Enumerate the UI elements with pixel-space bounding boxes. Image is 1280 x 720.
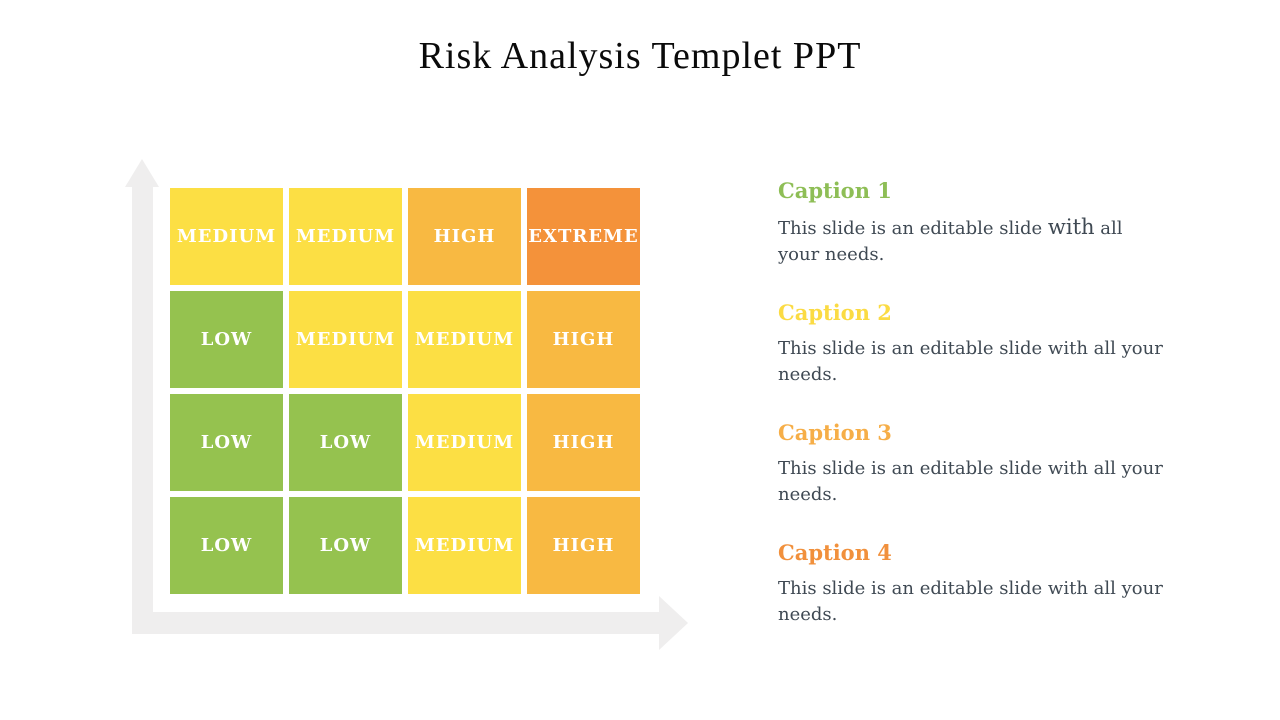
- caption-3-body: This slide is an editable slide with all…: [778, 458, 1163, 505]
- matrix-cell-low: LOW: [289, 394, 402, 491]
- caption-4-title: Caption 4: [778, 540, 892, 565]
- caption-block-1: Caption 1 This slide is an editable slid…: [778, 178, 1163, 268]
- matrix-cell-high: HIGH: [527, 291, 640, 388]
- x-axis-arrowhead-icon: [659, 596, 688, 650]
- matrix-cell-medium: MEDIUM: [408, 291, 521, 388]
- caption-1-body-post: all your needs.: [778, 218, 1123, 265]
- matrix-cell-low: LOW: [289, 497, 402, 594]
- caption-1-body: This slide is an editable slide with all…: [778, 214, 1163, 268]
- caption-block-2: Caption 2 This slide is an editable slid…: [778, 300, 1163, 388]
- caption-2-title: Caption 2: [778, 300, 892, 325]
- matrix-cell-low: LOW: [170, 291, 283, 388]
- caption-2-body: This slide is an editable slide with all…: [778, 338, 1163, 385]
- matrix-cell-medium: MEDIUM: [289, 188, 402, 285]
- y-axis-arrowhead-icon: [125, 159, 159, 187]
- matrix-cell-medium: MEDIUM: [170, 188, 283, 285]
- y-axis-shaft: [132, 187, 153, 634]
- caption-1-body-pre: This slide is an editable slide: [778, 218, 1048, 239]
- captions-panel: Caption 1 This slide is an editable slid…: [778, 178, 1163, 660]
- caption-block-3: Caption 3 This slide is an editable slid…: [778, 420, 1163, 508]
- slide-title: Risk Analysis Templet PPT: [418, 35, 862, 77]
- caption-4-body: This slide is an editable slide with all…: [778, 578, 1163, 625]
- matrix-cell-extreme: EXTREME: [527, 188, 640, 285]
- caption-1-body-emphasis: with: [1047, 215, 1095, 239]
- caption-1-title: Caption 1: [778, 178, 892, 203]
- caption-block-4: Caption 4 This slide is an editable slid…: [778, 540, 1163, 628]
- matrix-cell-medium: MEDIUM: [408, 497, 521, 594]
- matrix-cell-low: LOW: [170, 497, 283, 594]
- x-axis-shaft: [132, 612, 659, 634]
- matrix-cell-high: HIGH: [527, 497, 640, 594]
- matrix-cell-medium: MEDIUM: [408, 394, 521, 491]
- matrix-cell-low: LOW: [170, 394, 283, 491]
- matrix-cell-high: HIGH: [527, 394, 640, 491]
- matrix-cell-medium: MEDIUM: [289, 291, 402, 388]
- matrix-cell-high: HIGH: [408, 188, 521, 285]
- caption-3-title: Caption 3: [778, 420, 892, 445]
- risk-matrix: MEDIUM MEDIUM HIGH EXTREME LOW MEDIUM MEDIUM HI…: [170, 188, 640, 594]
